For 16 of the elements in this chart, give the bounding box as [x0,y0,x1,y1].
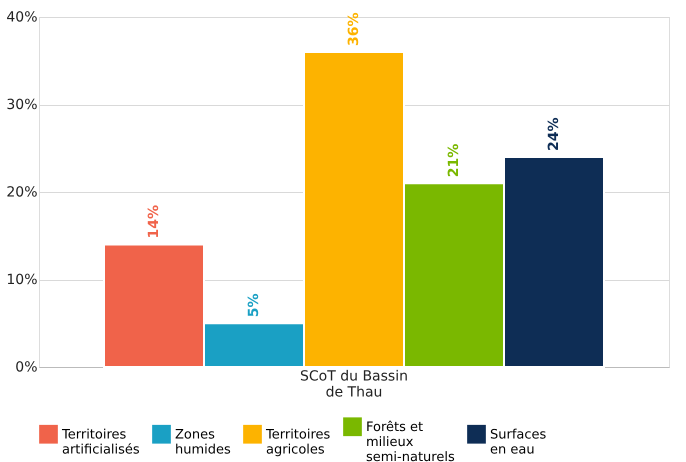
data-label: 14% [146,204,162,238]
data-label: 5% [246,293,262,318]
data-label: 21% [446,144,462,178]
data-label: 24% [546,117,562,151]
data-label: 36% [346,12,362,46]
y-tick-label: 0% [15,360,38,376]
x-tick-label: SCoT du Bassin de Thau [300,368,408,400]
legend-label: Territoires artificialisés [61,427,140,458]
y-tick-label: 30% [6,97,38,113]
y-tick-label: 10% [6,272,38,288]
legend-label: Surfaces en eau [490,427,547,458]
legend-label: Forêts et milieux semi-naturels [366,420,455,462]
legend-label: Zones humides [175,427,232,458]
y-tick-label: 20% [6,184,38,200]
legend-label: Territoires agricoles [265,427,331,458]
y-tick-label: 40% [6,10,38,26]
